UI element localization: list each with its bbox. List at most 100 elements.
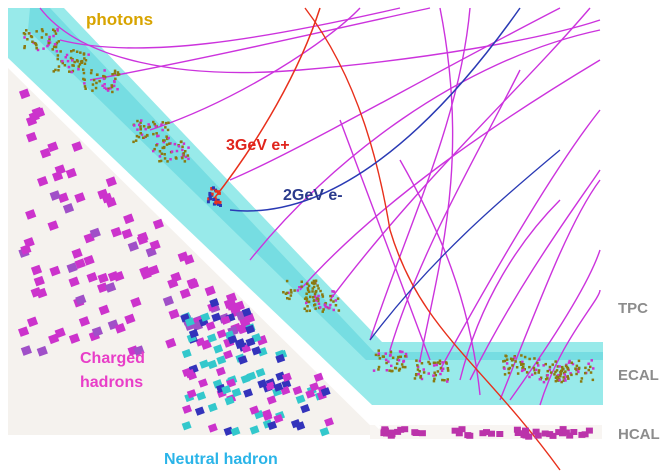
photon-hit <box>161 121 164 124</box>
photon-hit <box>306 289 310 292</box>
neutral-hadron-cell <box>237 355 248 365</box>
photon-hit <box>331 290 334 293</box>
neutral-hadron-cell <box>188 328 199 339</box>
photon-hit <box>432 361 436 364</box>
photon-hit <box>175 149 179 153</box>
ecal-hcal-gap <box>6 60 382 430</box>
photon-hit <box>94 86 98 90</box>
photon-hit <box>514 360 517 363</box>
photon-hit <box>138 123 141 127</box>
charged-hadron-cell <box>162 295 174 307</box>
photon-hit <box>415 359 418 362</box>
charged-hadron-cell <box>123 213 135 225</box>
photon-hit <box>567 377 570 380</box>
photon-hit <box>577 370 580 374</box>
photon-hit <box>113 79 116 83</box>
charged-hadron-cell <box>71 141 83 152</box>
neutral-hadron-cell <box>290 418 301 429</box>
label-tpc: TPC <box>618 300 648 317</box>
hcal-strip-cell <box>381 427 389 434</box>
photon-hit <box>54 32 58 35</box>
neutral-hadron-cell <box>281 379 292 389</box>
photon-hit <box>136 128 139 131</box>
hcal-strip-cell <box>522 427 529 434</box>
photon-hit <box>111 73 114 76</box>
photon-hit <box>385 369 389 372</box>
neutral-hadron-cell <box>220 315 231 325</box>
photon-hit <box>163 145 166 149</box>
neutral-hadron-cell <box>249 405 260 415</box>
label-charged-line2: hadrons <box>80 374 144 391</box>
photon-hit <box>84 59 88 62</box>
photon-hit <box>153 147 156 151</box>
charged-hadron-cell <box>47 141 59 153</box>
charged-hadron-cell <box>18 326 30 337</box>
photon-hit <box>539 376 543 379</box>
photon-hit <box>589 365 592 369</box>
photon-hit <box>556 378 559 381</box>
photon-hit <box>378 357 382 360</box>
photon-hit <box>397 355 400 359</box>
neutral-hadron-cell <box>230 426 241 437</box>
photon-hit <box>319 289 322 293</box>
photon-hit <box>114 77 117 81</box>
photon-hit <box>35 47 38 50</box>
photon-hit <box>47 41 51 45</box>
photon-hit <box>167 121 170 124</box>
neutral-hadron-cell <box>255 367 266 378</box>
photon-hit <box>441 367 445 370</box>
photon-hit <box>290 291 293 294</box>
electron-hit <box>217 191 221 195</box>
charged-hadron-cell <box>168 308 180 320</box>
photon-hit <box>289 294 293 297</box>
photon-hit <box>570 361 573 364</box>
photon-hit <box>427 360 430 364</box>
neutral-hadron-cell <box>241 307 252 317</box>
photon-hit <box>562 371 566 375</box>
photon-hit <box>418 370 421 373</box>
photon-hit <box>503 367 506 370</box>
charged-track <box>299 59 601 291</box>
neutral-hadron-cell <box>184 317 195 327</box>
photon-hit <box>568 359 571 363</box>
photon-hit <box>65 53 69 57</box>
photon-hit <box>51 48 54 51</box>
photon-hit <box>388 354 392 357</box>
photon-hit <box>48 35 51 39</box>
photon-hit <box>306 305 309 308</box>
photon-hit <box>510 359 514 362</box>
photon-hit <box>528 357 531 361</box>
photon-hit <box>105 87 108 91</box>
photon-hit <box>52 34 55 38</box>
photon-hit <box>384 358 388 362</box>
charged-tracks <box>39 7 601 406</box>
photon-hit <box>48 38 51 41</box>
photon-hit <box>397 359 401 362</box>
photon-hit <box>419 374 423 378</box>
photon-hit <box>564 379 567 382</box>
photon-hit <box>116 88 119 91</box>
photon-hit <box>177 145 181 148</box>
photon-hit <box>562 379 565 382</box>
photon-hit <box>329 298 333 302</box>
photon-hit <box>416 365 420 368</box>
photon-hit <box>83 82 86 85</box>
charged-hadron-cell <box>105 176 117 188</box>
photon-hit <box>47 43 50 46</box>
neutral-hadron-cell <box>245 324 256 335</box>
charged-hadron-cell <box>204 285 216 297</box>
charged-hadron-cell <box>20 345 32 356</box>
neutral-hadron-cell <box>199 359 210 369</box>
photon-hit <box>314 307 317 310</box>
photon-hit <box>23 45 26 48</box>
neutral-hadron-cell <box>246 371 257 381</box>
photon-hit <box>521 360 524 364</box>
photon-hit <box>432 379 436 383</box>
photon-hit <box>166 160 169 163</box>
photon-hit <box>103 83 106 86</box>
photon-hit <box>548 365 552 369</box>
neutral-hadron-cell <box>227 334 238 345</box>
neutral-hadron-cell <box>216 355 227 365</box>
photon-hit <box>23 36 26 39</box>
